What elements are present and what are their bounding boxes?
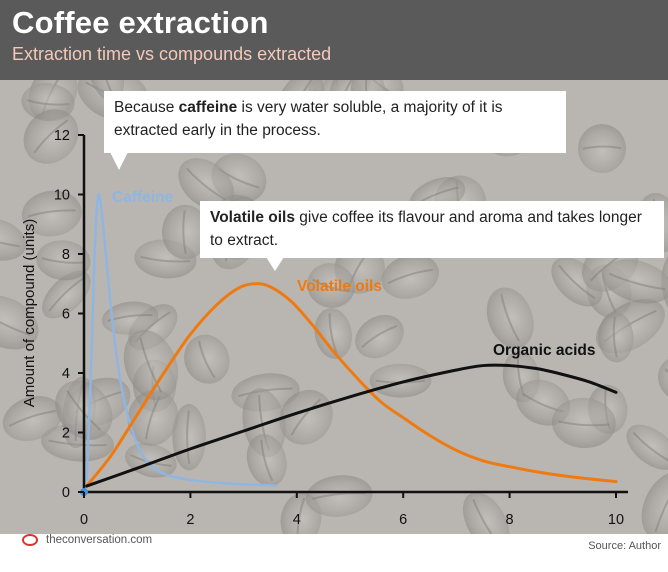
coffee-bean-shape [184,334,230,384]
coffee-bean-shape [178,158,235,210]
coffee-bean-shape [626,424,668,470]
organic-acids-series-label: Organic acids [493,342,596,359]
coffee-bean-shape [161,204,209,260]
coffee-bean-crease [66,390,102,431]
x-tick-label: 4 [293,512,301,528]
chart-title: Coffee extraction [12,5,269,40]
coffee-bean-crease [612,316,618,358]
coffee-bean-crease [186,410,191,464]
coffee-bean-crease [0,231,20,248]
coffee-bean-crease [608,272,666,291]
coffee-bean-shape [21,190,82,237]
y-tick-label: 12 [54,128,70,144]
coffee-bean-shape [279,389,333,445]
brand[interactable]: theconversation.com [22,534,152,554]
coffee-bean-shape [314,308,352,359]
coffee-bean-shape [86,80,125,103]
x-tick-label: 8 [506,512,514,528]
y-tick-label: 8 [62,247,70,263]
y-tick-label: 10 [54,188,70,204]
source-note: Source: Author [588,540,661,552]
coffee-bean-shape [577,124,627,173]
coffee-bean-shape [123,329,179,401]
coffee-bean-crease [48,277,85,312]
coffee-bean-shape [601,259,668,304]
coffee-bean-crease [182,210,187,255]
caffeine-callout: Because caffeine is very water soluble, … [104,91,566,153]
coffee-bean-crease [8,410,56,427]
coffee-bean-crease [472,498,500,534]
coffee-bean-crease [139,337,163,393]
volatile-callout: Volatile oils give coffee its flavour an… [200,201,664,258]
coffee-bean-crease [361,324,398,348]
footer [0,534,668,572]
x-tick-label: 0 [80,512,88,528]
coffee-bean-crease [0,309,31,336]
coffee-bean-crease [198,340,216,379]
coffee-bean-shape [0,217,27,261]
caffeine-series-label: Caffeine [112,189,174,206]
coffee-bean-shape [42,270,91,319]
x-tick-label: 6 [399,512,407,528]
coffee-bean-crease [500,294,521,342]
caffeine-callout-text-start: Because [114,99,179,116]
coffee-bean-shape [305,475,373,517]
y-tick-label: 6 [62,307,70,323]
coffee-bean-crease [296,497,306,534]
coffee-bean-shape [369,363,432,398]
coffee-bean-shape [381,254,439,299]
coffee-bean-shape [0,295,39,350]
brand-link[interactable]: theconversation.com [46,534,153,546]
coffee-bean-crease [312,278,350,293]
coffee-bean-shape [486,287,534,349]
caffeine-callout-text-end: is very water soluble, a majority of it … [114,99,503,139]
coffee-bean-crease [582,145,622,150]
coffee-bean-shape [246,434,287,487]
coffee-bean-crease [260,439,274,482]
coffee-bean-crease [558,264,596,300]
coffee-bean-crease [328,313,338,355]
volatile-callout-bold: Volatile oils [210,209,295,226]
caffeine-callout-bold: caffeine [178,99,238,116]
coffee-bean-shape [101,301,159,335]
coffee-bean-shape [355,314,404,359]
x-tick-label: 2 [186,512,194,528]
coffee-bean-shape [23,109,79,164]
y-tick-label: 2 [62,426,70,442]
coffee-bean-crease [26,99,70,106]
coffee-bean-crease [41,257,86,264]
y-tick-label: 4 [62,366,70,382]
coffee-bean-crease [185,167,227,201]
coffee-bean-shape [127,389,179,446]
x-tick-label: 10 [608,512,624,528]
volatile-oils-series-label: Volatile oils [297,278,382,295]
volatile-oils-series-line [85,282,618,488]
coffee-bean-crease [33,119,69,154]
y-tick-label: 0 [62,485,70,501]
conversation-logo-icon [22,534,38,546]
coffee-bean-crease [140,255,191,263]
volatile-callout-text: give coffee its flavour and aroma and ta… [210,209,642,249]
volatile-callout-pointer [266,257,284,271]
coffee-bean-crease [558,420,610,427]
coffee-bean-shape [598,311,634,363]
coffee-bean-shape [551,397,616,449]
coffee-bean-crease [27,209,76,218]
header-bar: Coffee extraction Extraction time vs com… [0,0,668,80]
coffee-bean-crease [654,478,668,532]
coffee-bean-shape [307,263,355,308]
coffee-bean-shape [462,492,510,534]
coffee-bean-shape [36,240,91,281]
coffee-bean-crease [290,398,322,436]
coffee-bean-crease [632,431,668,463]
chart-subtitle: Extraction time vs compounds extracted [12,44,332,64]
organic-acids-series-line [85,363,618,488]
caffeine-callout-pointer [110,152,128,170]
caffeine-series-line [85,193,277,487]
y-axis-label: Amount of compound (units) [21,219,38,407]
coffee-bean-shape [2,396,63,442]
coffee-bean-crease [387,268,433,285]
